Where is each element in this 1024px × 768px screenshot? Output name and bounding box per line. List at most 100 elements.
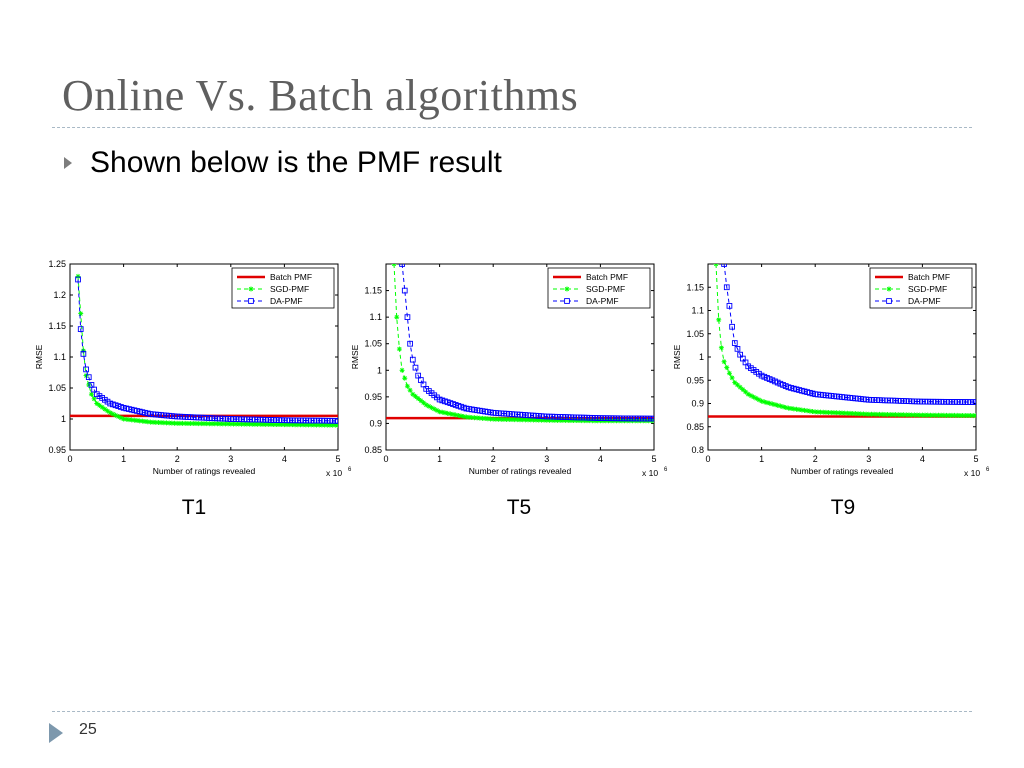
data-point-sgd-pmf: [743, 389, 749, 395]
data-point-sgd-pmf: [788, 406, 794, 412]
data-point-sgd-pmf: [546, 417, 552, 423]
y-tick-label: 0.85: [686, 422, 704, 432]
data-point-da-pmf: [412, 364, 419, 371]
data-point-sgd-pmf: [847, 410, 853, 416]
legend-box: [547, 267, 651, 309]
data-point-sgd-pmf: [474, 415, 480, 421]
data-point-sgd-pmf: [469, 414, 475, 420]
bullet-arrow-icon: [64, 157, 72, 169]
data-point-sgd-pmf: [316, 422, 322, 428]
y-tick-label: 1.1: [691, 306, 704, 316]
data-point-sgd-pmf: [322, 422, 328, 428]
y-tick-label: 0.9: [369, 418, 382, 428]
data-point-sgd-pmf: [268, 421, 274, 427]
data-point-sgd-pmf: [220, 421, 226, 427]
page-number: 25: [79, 721, 97, 738]
data-point-sgd-pmf: [517, 417, 523, 423]
y-tick-label: 1: [699, 352, 704, 362]
data-point-sgd-pmf: [244, 421, 250, 427]
data-point-sgd-pmf: [818, 409, 824, 415]
plot-series: [70, 273, 338, 428]
data-point-sgd-pmf: [536, 417, 542, 423]
data-point-sgd-pmf: [718, 345, 724, 351]
data-point-sgd-pmf: [206, 421, 212, 427]
data-point-sgd-pmf: [88, 391, 94, 397]
data-point-da-pmf: [407, 340, 413, 347]
data-point-sgd-pmf: [493, 416, 499, 422]
data-point-sgd-pmf: [418, 398, 424, 404]
data-point-sgd-pmf: [145, 419, 151, 425]
data-point-sgd-pmf: [528, 417, 534, 423]
data-point-sgd-pmf: [801, 407, 807, 413]
data-point-sgd-pmf: [509, 417, 515, 423]
data-point-sgd-pmf: [919, 412, 925, 418]
data-point-sgd-pmf: [756, 397, 762, 403]
data-point-sgd-pmf: [324, 422, 330, 428]
legend-marker-da-pmf: [564, 298, 570, 304]
legend-label-sgd-pmf: SGD-PMF: [908, 284, 947, 294]
data-point-sgd-pmf: [737, 384, 743, 390]
y-tick-label: 1: [377, 365, 382, 375]
data-point-sgd-pmf: [434, 407, 440, 413]
data-point-sgd-pmf: [131, 417, 137, 423]
data-point-da-pmf: [726, 303, 733, 309]
x-tick-label: 2: [175, 454, 180, 464]
data-point-sgd-pmf: [461, 414, 467, 420]
data-point-sgd-pmf: [828, 410, 834, 416]
data-point-sgd-pmf: [458, 413, 464, 419]
data-point-sgd-pmf: [850, 410, 856, 416]
data-point-sgd-pmf: [732, 380, 738, 386]
data-point-sgd-pmf: [488, 416, 494, 422]
y-tick-label: 0.95: [686, 375, 704, 385]
data-point-sgd-pmf: [893, 412, 899, 418]
data-point-sgd-pmf: [874, 411, 880, 417]
data-point-sgd-pmf: [180, 420, 186, 426]
data-point-sgd-pmf: [303, 422, 309, 428]
x-tick-label: 4: [920, 454, 925, 464]
bullet-text: Shown below is the PMF result: [90, 146, 502, 179]
data-point-sgd-pmf: [217, 421, 223, 427]
data-point-sgd-pmf: [407, 387, 413, 393]
footer-arrow-icon: [49, 723, 63, 743]
data-point-da-pmf: [721, 264, 727, 267]
data-point-sgd-pmf: [885, 412, 891, 418]
data-point-sgd-pmf: [501, 416, 507, 422]
data-point-sgd-pmf: [230, 421, 236, 427]
data-point-da-pmf: [731, 340, 738, 346]
data-point-sgd-pmf: [541, 417, 547, 423]
data-point-sgd-pmf: [247, 421, 253, 427]
data-point-sgd-pmf: [490, 416, 496, 422]
chart-t5: 0 1 2 3 4 5 0.85 0.9 0.95 1 1.05 1.1 1.15 Number of r…: [350, 263, 668, 478]
data-point-sgd-pmf: [927, 412, 933, 418]
y-tick-label: 1.05: [364, 339, 382, 349]
chart-t1: 0 1 2 3 4 5 0.95 1 1.05 1.1 1.15 1.2 1.25 Number of r…: [34, 259, 352, 478]
chart-t9: 0 1 2 3 4 5 0.8 0.85 0.9 0.95 1 1.05 1.1 1.15 Number o…: [672, 263, 990, 478]
data-point-da-pmf: [83, 366, 89, 373]
data-point-sgd-pmf: [533, 417, 539, 423]
data-point-sgd-pmf: [96, 402, 102, 408]
y-tick-label: 1.1: [369, 312, 382, 322]
x-axis-label: Number of ratings revealed: [791, 466, 894, 476]
data-point-sgd-pmf: [429, 405, 435, 411]
data-point-sgd-pmf: [147, 419, 153, 425]
y-tick-label: 1.05: [48, 383, 66, 393]
data-point-sgd-pmf: [764, 400, 770, 406]
y-tick-label: 0.8: [691, 445, 704, 455]
data-point-sgd-pmf: [968, 413, 974, 419]
data-point-sgd-pmf: [166, 420, 172, 426]
y-axis-label: RMSE: [672, 344, 682, 369]
data-point-sgd-pmf: [890, 412, 896, 418]
data-point-sgd-pmf: [836, 410, 842, 416]
legend-label-batch-pmf: Batch PMF: [270, 272, 312, 282]
data-point-sgd-pmf: [761, 399, 767, 405]
x-tick-label: 0: [383, 454, 388, 464]
data-point-sgd-pmf: [933, 412, 939, 418]
data-point-sgd-pmf: [421, 400, 427, 406]
data-point-sgd-pmf: [525, 417, 531, 423]
data-point-sgd-pmf: [482, 416, 488, 422]
data-point-sgd-pmf: [257, 421, 263, 427]
data-point-sgd-pmf: [292, 422, 298, 428]
data-point-da-pmf: [335, 418, 338, 424]
y-tick-label: 1.15: [364, 286, 382, 296]
data-point-sgd-pmf: [868, 411, 874, 417]
